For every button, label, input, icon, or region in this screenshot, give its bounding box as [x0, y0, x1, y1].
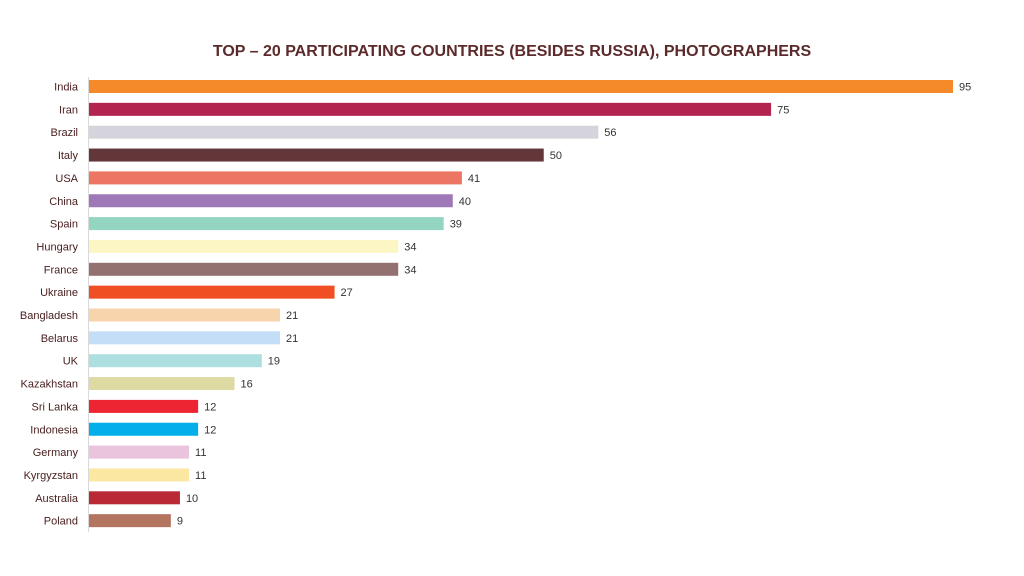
bar-ukraine [89, 285, 335, 299]
category-label: Sri Lanka [32, 401, 79, 413]
bar-spain [89, 217, 444, 231]
value-label: 41 [468, 173, 480, 185]
category-label: Spain [50, 219, 78, 231]
value-label: 21 [286, 333, 298, 345]
category-label: Australia [35, 493, 79, 505]
value-label: 27 [341, 287, 353, 299]
value-label: 95 [959, 82, 971, 94]
category-label: Belarus [41, 333, 79, 345]
bar-italy [89, 148, 544, 162]
value-label: 16 [241, 379, 253, 391]
category-label: India [54, 82, 79, 94]
category-label: Poland [44, 516, 78, 528]
bar-bangladesh [89, 308, 280, 322]
value-label: 12 [204, 401, 216, 413]
category-label: Italy [58, 150, 79, 162]
category-label: Bangladesh [20, 310, 78, 322]
bar-group: India 95 Iran 75 Brazil 56 Italy 50 USA 41 China 40… [20, 80, 971, 528]
value-label: 9 [177, 516, 183, 528]
bar-iran [89, 102, 772, 116]
category-label: France [44, 264, 78, 276]
value-label: 40 [459, 196, 471, 208]
value-label: 75 [777, 104, 789, 116]
bar-australia [89, 491, 180, 505]
chart-title: TOP – 20 PARTICIPATING COUNTRIES (BESIDE… [213, 43, 812, 60]
bar-france [89, 262, 399, 276]
value-label: 21 [286, 310, 298, 322]
category-label: UK [63, 356, 79, 368]
category-label: Iran [59, 104, 78, 116]
category-label: Ukraine [40, 287, 78, 299]
bar-germany [89, 445, 190, 459]
value-label: 12 [204, 424, 216, 436]
category-label: Kazakhstan [21, 379, 78, 391]
bar-brazil [89, 125, 599, 139]
category-label: Indonesia [30, 424, 79, 436]
category-label: China [49, 196, 79, 208]
bar-uk [89, 354, 262, 368]
value-label: 19 [268, 356, 280, 368]
value-label: 10 [186, 493, 198, 505]
value-label: 50 [550, 150, 562, 162]
bar-usa [89, 171, 462, 185]
bar-belarus [89, 331, 280, 345]
category-label: Hungary [36, 241, 78, 253]
bar-hungary [89, 239, 399, 253]
value-label: 34 [404, 264, 416, 276]
value-label: 39 [450, 219, 462, 231]
bar-poland [89, 514, 171, 528]
category-label: Kyrgyzstan [24, 470, 78, 482]
value-label: 34 [404, 241, 416, 253]
bar-kyrgyzstan [89, 468, 190, 482]
category-label: USA [55, 173, 78, 185]
bar-kazakhstan [89, 377, 235, 391]
value-label: 11 [195, 447, 206, 459]
bar-china [89, 194, 453, 208]
bar-india [89, 80, 953, 93]
category-label: Brazil [50, 127, 78, 139]
bar-sri-lanka [89, 399, 199, 413]
value-label: 56 [604, 127, 616, 139]
category-label: Germany [33, 447, 79, 459]
value-label: 11 [195, 470, 206, 482]
bar-indonesia [89, 422, 199, 436]
